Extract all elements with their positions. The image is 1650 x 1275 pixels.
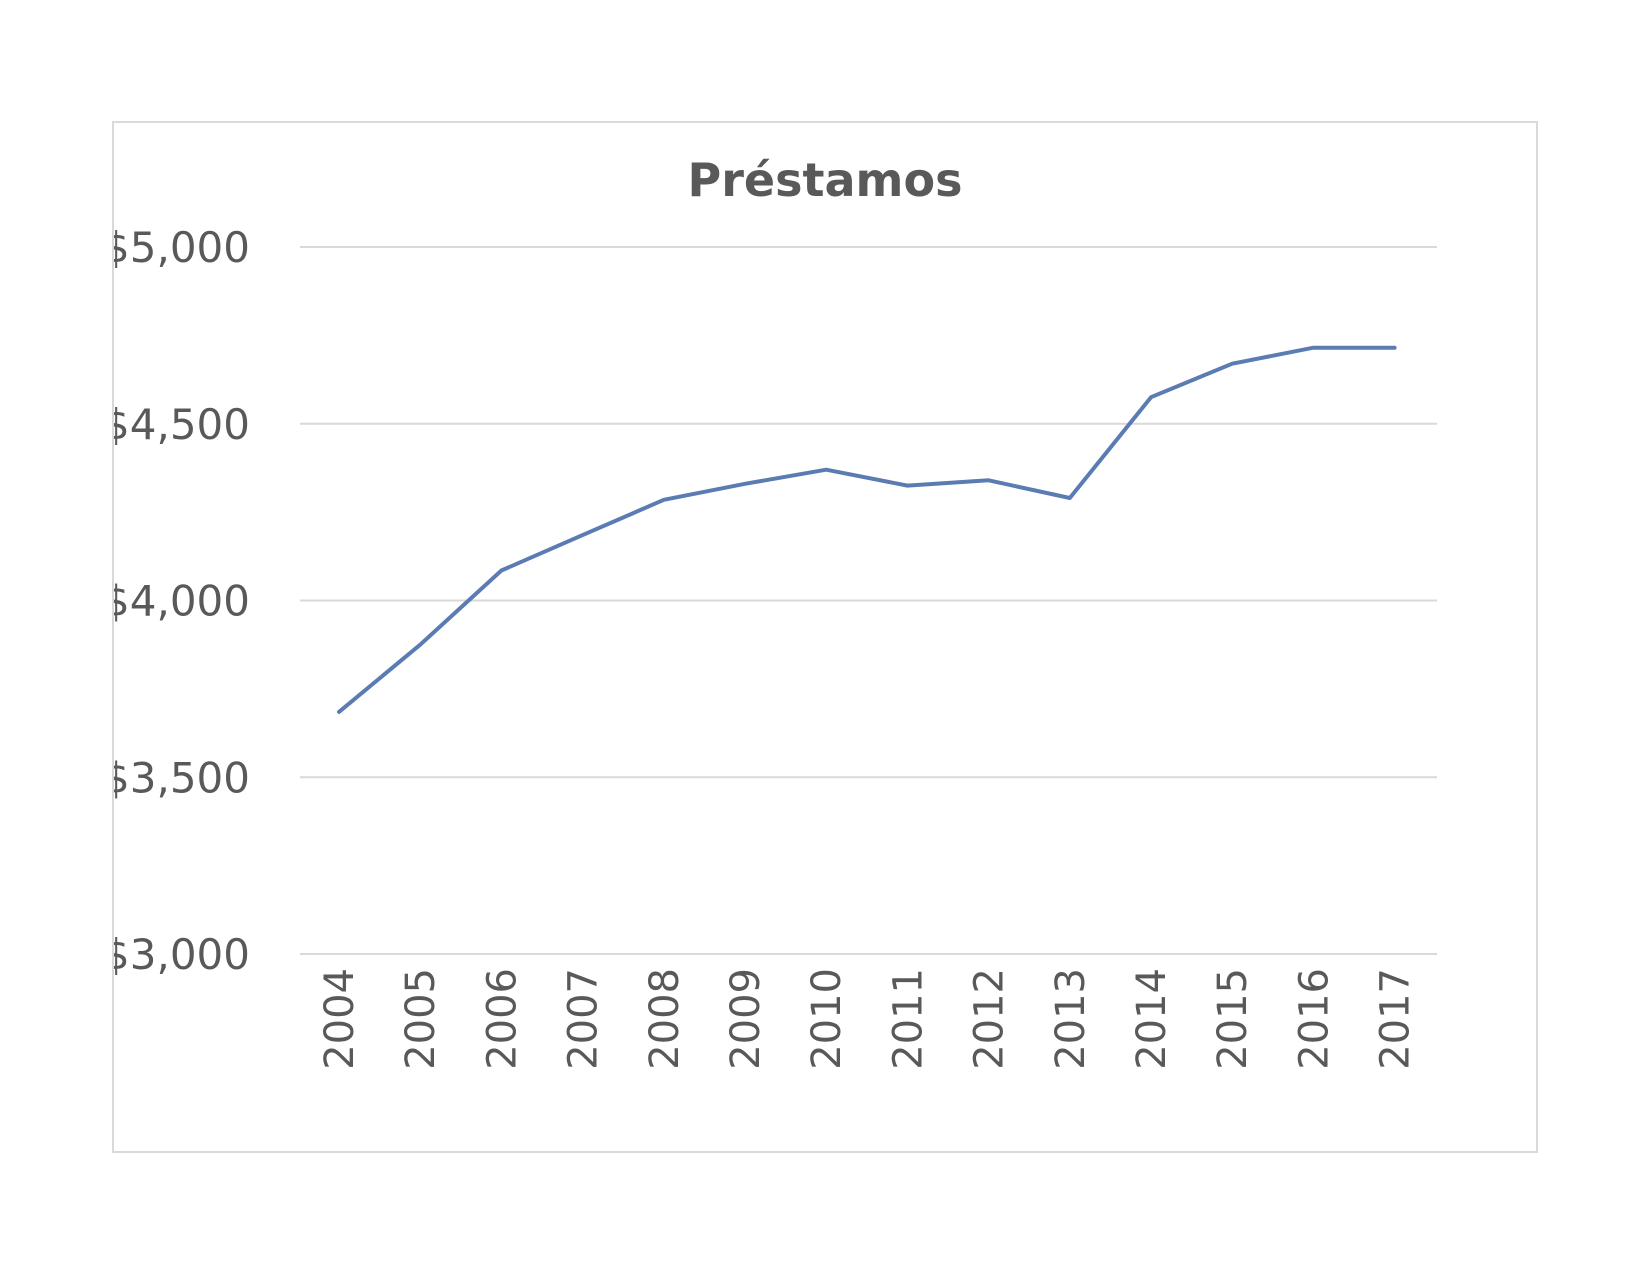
y-tick-label: $4,500 (114, 400, 250, 449)
x-tick-label: 2012 (967, 968, 1013, 1070)
y-tick-label: $4,000 (114, 577, 250, 626)
x-tick-label: 2011 (885, 968, 931, 1070)
x-tick-label: 2016 (1291, 968, 1337, 1070)
x-tick-label: 2006 (479, 968, 525, 1070)
x-tick-label: 2015 (1210, 968, 1256, 1070)
x-axis-tick-labels: 2004 2005 2006 2007 2008 2009 2010 2011 2012 2013… (317, 968, 1419, 1070)
x-tick-label: 2004 (317, 968, 363, 1070)
line-chart: $5,000$4,500$4,000$3,500$3,000 2004 2005 2… (114, 223, 1437, 1070)
x-tick-label: 2007 (561, 968, 607, 1070)
chart-title: Préstamos (687, 153, 963, 207)
series-layer (337, 345, 1397, 714)
y-tick-label: $5,000 (114, 223, 250, 272)
x-tick-label: 2009 (723, 968, 769, 1070)
x-tick-label: 2014 (1129, 968, 1175, 1070)
x-tick-label: 2005 (398, 968, 444, 1070)
y-tick-label: $3,500 (114, 753, 250, 802)
chart-frame: Préstamos $5,000 $4,500 $4,000 $3,500 $3,000… (112, 121, 1538, 1153)
x-tick-label: 2008 (642, 968, 688, 1070)
gridlines (300, 246, 1437, 955)
x-tick-label: 2013 (1048, 968, 1094, 1070)
y-axis-tick-labels: $5,000 $4,500 $4,000 $3,500 $3,000 (114, 223, 250, 979)
x-tick-label: 2017 (1373, 968, 1419, 1070)
y-tick-label: $3,000 (114, 930, 250, 979)
series-line-0 (337, 345, 1397, 714)
x-tick-label: 2010 (804, 968, 850, 1070)
